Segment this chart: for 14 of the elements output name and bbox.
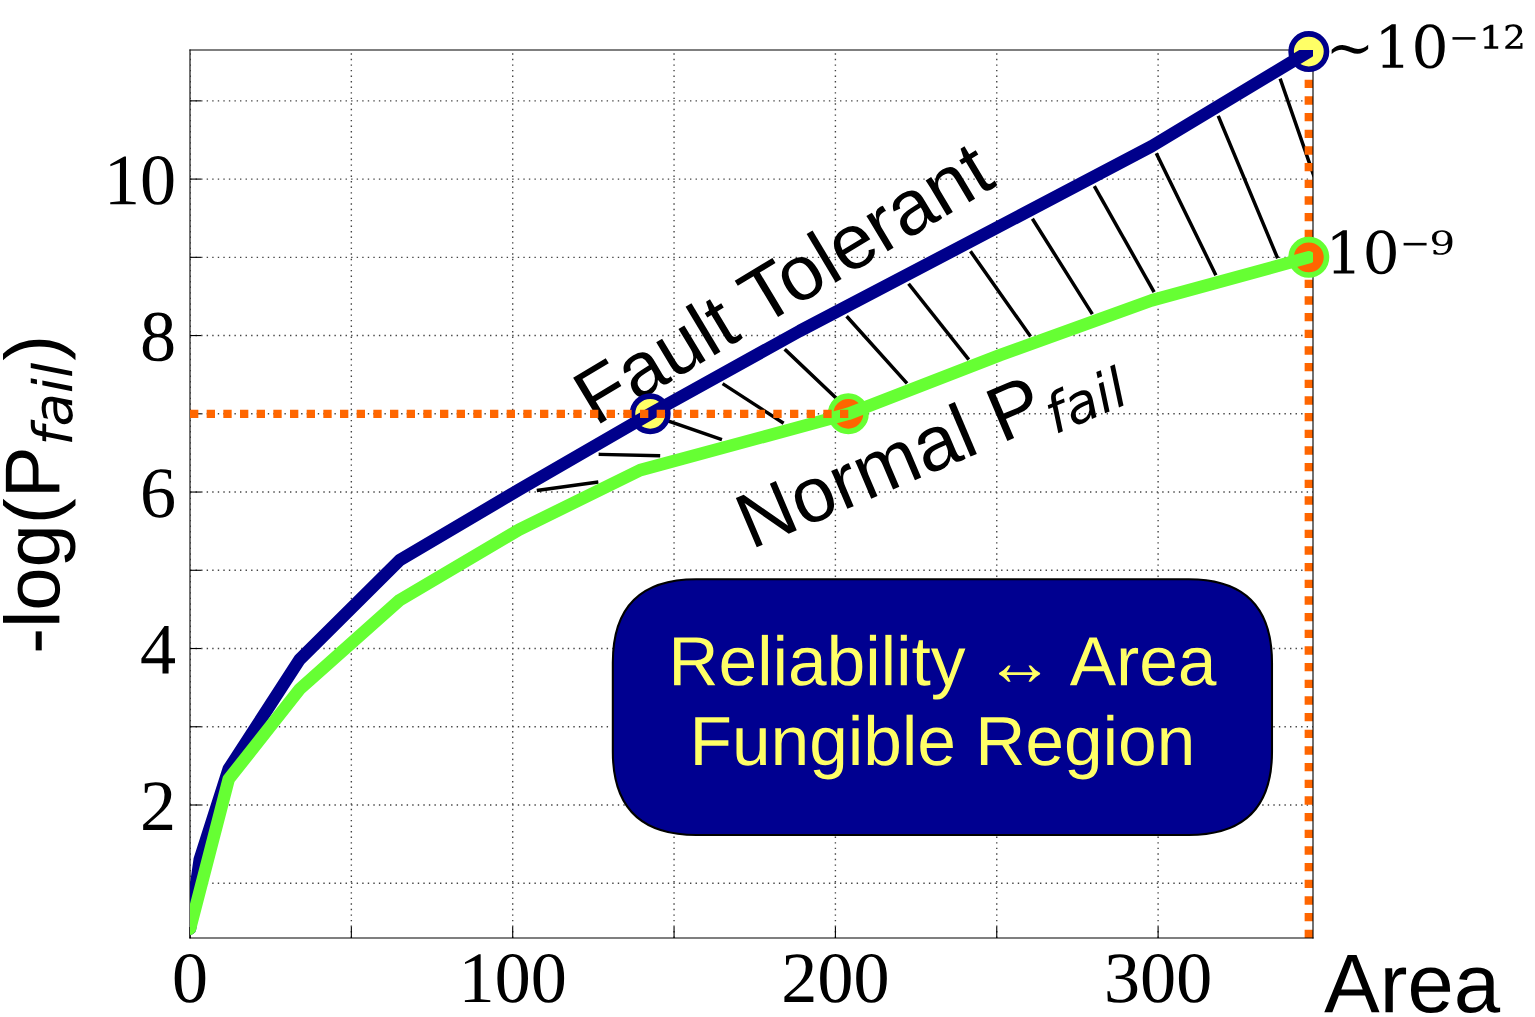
- x-tick-label: 300: [1107, 953, 1210, 1003]
- y-tick-label: 8: [142, 312, 174, 362]
- x-tick-label: 100: [464, 953, 565, 1003]
- y-axis-title: -log(P$_{fail}$): [3, 339, 76, 651]
- y-tick-label: 4: [141, 626, 175, 674]
- annotation: Reliability ↔ Area Fungible Region: [674, 634, 1217, 780]
- annotation: 10⁻⁹: [1332, 230, 1453, 275]
- y-tick-label: 10: [110, 156, 174, 205]
- x-tick-label: 0: [174, 953, 206, 1003]
- annotation: ~10⁻¹²: [1331, 24, 1523, 69]
- x-axis-title: Area: [1324, 954, 1501, 1014]
- y-tick-label: 2: [143, 782, 173, 831]
- x-tick-label: 200: [784, 953, 887, 1003]
- y-tick-label: 6: [143, 469, 174, 518]
